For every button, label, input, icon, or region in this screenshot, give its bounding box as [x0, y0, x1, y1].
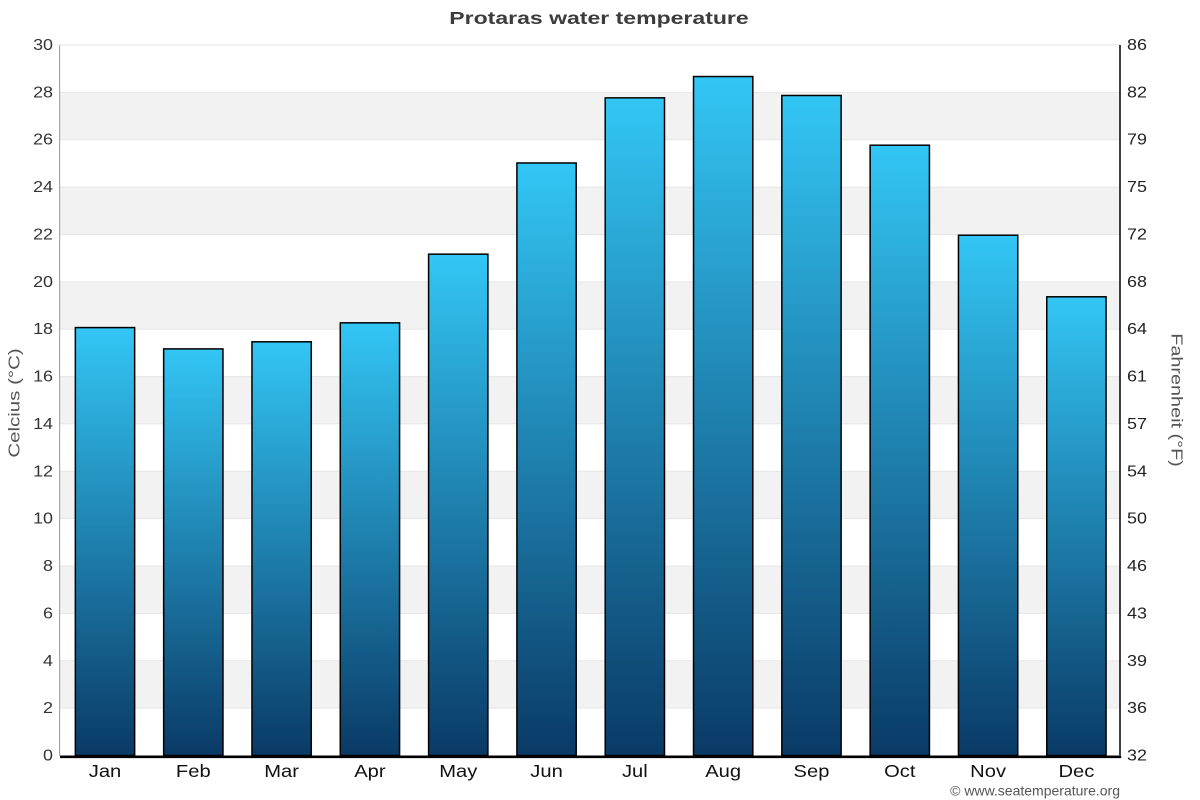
- svg-text:20: 20: [33, 273, 53, 291]
- svg-text:Jul: Jul: [622, 762, 648, 782]
- svg-text:6: 6: [43, 604, 53, 622]
- svg-text:22: 22: [33, 225, 53, 243]
- svg-text:43: 43: [1127, 604, 1147, 622]
- svg-text:Fahrenheit (°F): Fahrenheit (°F): [1168, 333, 1186, 467]
- svg-text:Feb: Feb: [176, 762, 211, 782]
- svg-text:Mar: Mar: [264, 762, 299, 782]
- svg-text:72: 72: [1127, 225, 1147, 243]
- svg-text:32: 32: [1127, 746, 1147, 764]
- svg-text:Protaras water temperature: Protaras water temperature: [449, 8, 748, 28]
- svg-text:61: 61: [1127, 367, 1147, 385]
- svg-text:0: 0: [43, 746, 53, 764]
- svg-text:© www.seatemperature.org: © www.seatemperature.org: [950, 783, 1120, 799]
- svg-text:Jun: Jun: [530, 762, 563, 782]
- svg-text:Nov: Nov: [970, 762, 1006, 782]
- svg-text:Celcius (°C): Celcius (°C): [5, 348, 23, 457]
- svg-text:54: 54: [1127, 462, 1147, 480]
- svg-text:Oct: Oct: [884, 762, 916, 782]
- svg-text:50: 50: [1127, 510, 1147, 528]
- svg-text:79: 79: [1127, 131, 1147, 149]
- svg-text:36: 36: [1127, 699, 1147, 717]
- svg-text:Aug: Aug: [705, 762, 741, 782]
- svg-text:2: 2: [43, 699, 53, 717]
- svg-text:8: 8: [43, 557, 53, 575]
- svg-text:May: May: [439, 762, 478, 782]
- svg-text:68: 68: [1127, 273, 1147, 291]
- svg-text:14: 14: [33, 415, 53, 433]
- svg-text:10: 10: [33, 510, 53, 528]
- svg-text:82: 82: [1127, 83, 1147, 101]
- svg-text:4: 4: [43, 652, 53, 670]
- svg-text:26: 26: [33, 131, 53, 149]
- svg-text:46: 46: [1127, 557, 1147, 575]
- svg-text:39: 39: [1127, 652, 1147, 670]
- svg-text:Apr: Apr: [354, 762, 386, 782]
- svg-text:Dec: Dec: [1058, 762, 1094, 782]
- svg-text:12: 12: [33, 462, 53, 480]
- svg-text:24: 24: [33, 178, 53, 196]
- svg-text:86: 86: [1127, 36, 1147, 54]
- svg-text:Sep: Sep: [794, 762, 830, 782]
- svg-text:57: 57: [1127, 415, 1147, 433]
- svg-text:30: 30: [33, 36, 53, 54]
- svg-text:16: 16: [33, 367, 53, 385]
- svg-text:Jan: Jan: [89, 762, 122, 782]
- svg-text:28: 28: [33, 83, 53, 101]
- svg-text:75: 75: [1127, 178, 1147, 196]
- svg-text:64: 64: [1127, 320, 1147, 338]
- svg-text:18: 18: [33, 320, 53, 338]
